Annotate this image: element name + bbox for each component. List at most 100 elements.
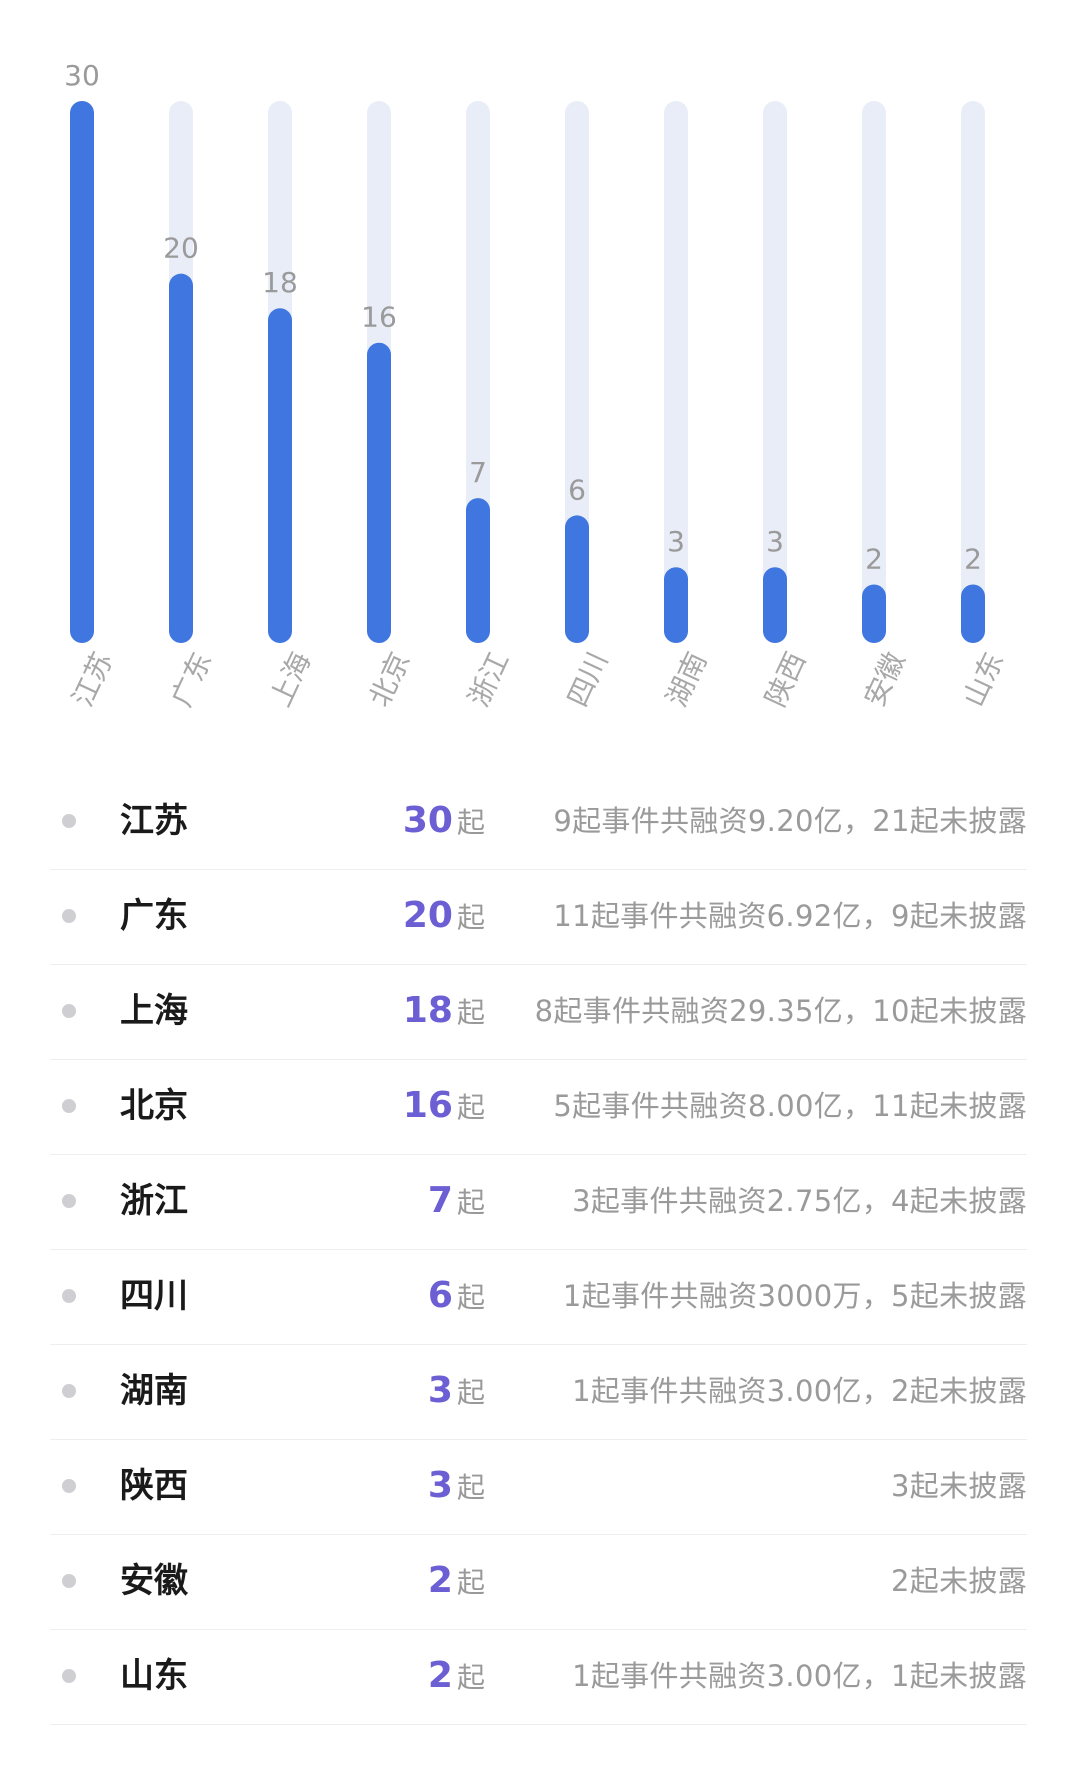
financing-description: 3起事件共融资2.75亿，4起未披露: [572, 1184, 1027, 1218]
count-number: 30: [402, 800, 453, 841]
list-row: 安徽 2 起 2起未披露: [50, 1535, 1027, 1630]
bullet-dot-icon: [62, 1194, 76, 1208]
bar-track-5: [565, 101, 589, 643]
province-name: 北京: [120, 1086, 188, 1126]
event-count: 20 起: [270, 892, 485, 946]
province-name: 陕西: [120, 1466, 188, 1506]
value-label-9: 2: [964, 542, 982, 575]
category-label-9: 山东: [957, 647, 1011, 712]
category-label-6: 湖南: [660, 647, 714, 712]
list-row: 四川 6 起 1起事件共融资3000万，5起未披露: [50, 1250, 1027, 1345]
value-label-6: 3: [667, 525, 685, 558]
bullet-dot-icon: [62, 1289, 76, 1303]
financing-description: 1起事件共融资3.00亿，2起未披露: [572, 1374, 1027, 1408]
count-number: 3: [427, 1370, 453, 1411]
bar-track-8: [862, 101, 886, 643]
count-number: 2: [427, 1655, 453, 1696]
bar-4: [466, 498, 490, 643]
bar-5: [565, 515, 589, 643]
province-name: 江苏: [120, 801, 188, 841]
province-name: 山东: [120, 1656, 188, 1696]
financing-description: 5起事件共融资8.00亿，11起未披露: [553, 1089, 1027, 1123]
province-name: 广东: [120, 896, 188, 936]
bullet-dot-icon: [62, 909, 76, 923]
category-label-3: 北京: [363, 647, 417, 712]
financing-description: 2起未披露: [891, 1564, 1027, 1598]
category-label-5: 四川: [561, 647, 615, 712]
financing-description: 1起事件共融资3000万，5起未披露: [562, 1279, 1027, 1313]
count-number: 3: [427, 1465, 453, 1506]
bar-8: [862, 584, 886, 643]
bar-7: [763, 567, 787, 643]
bullet-dot-icon: [62, 1004, 76, 1018]
category-label-8: 安徽: [858, 647, 912, 712]
province-name: 浙江: [120, 1181, 188, 1221]
bar-track-6: [664, 101, 688, 643]
list-row: 湖南 3 起 1起事件共融资3.00亿，2起未披露: [50, 1345, 1027, 1440]
count-unit: 起: [456, 1661, 485, 1694]
count-number: 6: [427, 1275, 453, 1316]
bar-3: [367, 342, 391, 643]
list-row: 陕西 3 起 3起未披露: [50, 1440, 1027, 1535]
count-number: 7: [427, 1180, 453, 1221]
province-name: 湖南: [120, 1371, 188, 1411]
category-label-1: 广东: [165, 647, 219, 712]
bullet-dot-icon: [62, 1099, 76, 1113]
bar-6: [664, 567, 688, 643]
province-name: 安徽: [120, 1561, 188, 1601]
value-label-1: 20: [163, 232, 199, 265]
province-list: 江苏 30 起 9起事件共融资9.20亿，21起未披露 广东 20 起 11起事件共融资6.9…: [50, 775, 1027, 1725]
value-label-7: 3: [766, 525, 784, 558]
category-label-0: 江苏: [66, 647, 120, 712]
province-name: 上海: [120, 991, 188, 1031]
list-row: 北京 16 起 5起事件共融资8.00亿，11起未披露: [50, 1060, 1027, 1155]
bar-track-7: [763, 101, 787, 643]
list-row: 浙江 7 起 3起事件共融资2.75亿，4起未披露: [50, 1155, 1027, 1250]
count-unit: 起: [456, 996, 485, 1029]
financing-description: 1起事件共融资3.00亿，1起未披露: [572, 1659, 1027, 1693]
count-unit: 起: [456, 1376, 485, 1409]
bullet-dot-icon: [62, 1669, 76, 1683]
count-number: 20: [402, 895, 453, 936]
bullet-dot-icon: [62, 814, 76, 828]
list-row: 江苏 30 起 9起事件共融资9.20亿，21起未披露: [50, 775, 1027, 870]
bullet-dot-icon: [62, 1479, 76, 1493]
event-count: 18 起: [270, 987, 485, 1041]
list-row: 山东 2 起 1起事件共融资3.00亿，1起未披露: [50, 1630, 1027, 1725]
bullet-dot-icon: [62, 1384, 76, 1398]
list-row: 广东 20 起 11起事件共融资6.92亿，9起未披露: [50, 870, 1027, 965]
bar-track-9: [961, 101, 985, 643]
count-unit: 起: [456, 1186, 485, 1219]
bullet-dot-icon: [62, 1574, 76, 1588]
category-label-4: 浙江: [462, 647, 516, 712]
count-unit: 起: [456, 901, 485, 934]
bar-chart: 30 江苏 20 广东 18 上海 16 北京 7 浙江 6 四川 3 湖南 3 陕西 2 安徽 2 山东: [0, 0, 1080, 750]
count-unit: 起: [456, 806, 485, 839]
count-number: 18: [402, 990, 453, 1031]
value-label-8: 2: [865, 542, 883, 575]
bar-chart-svg: 30 江苏 20 广东 18 上海 16 北京 7 浙江 6 四川 3 湖南 3 陕西 2 安徽 2 山东: [64, 59, 1011, 712]
value-label-0: 30: [64, 59, 100, 92]
count-unit: 起: [456, 1091, 485, 1124]
count-unit: 起: [456, 1471, 485, 1504]
value-label-5: 6: [568, 473, 586, 506]
count-unit: 起: [456, 1281, 485, 1314]
count-number: 2: [427, 1560, 453, 1601]
financing-description: 9起事件共融资9.20亿，21起未披露: [553, 804, 1027, 838]
value-label-4: 7: [469, 456, 487, 489]
value-label-3: 16: [361, 301, 397, 334]
list-row: 上海 18 起 8起事件共融资29.35亿，10起未披露: [50, 965, 1027, 1060]
count-number: 16: [402, 1085, 453, 1126]
financing-description: 8起事件共融资29.35亿，10起未披露: [534, 994, 1027, 1028]
bar-1: [169, 273, 193, 643]
province-name: 四川: [120, 1276, 188, 1316]
bar-9: [961, 584, 985, 643]
count-unit: 起: [456, 1566, 485, 1599]
financing-description: 11起事件共融资6.92亿，9起未披露: [553, 899, 1027, 933]
